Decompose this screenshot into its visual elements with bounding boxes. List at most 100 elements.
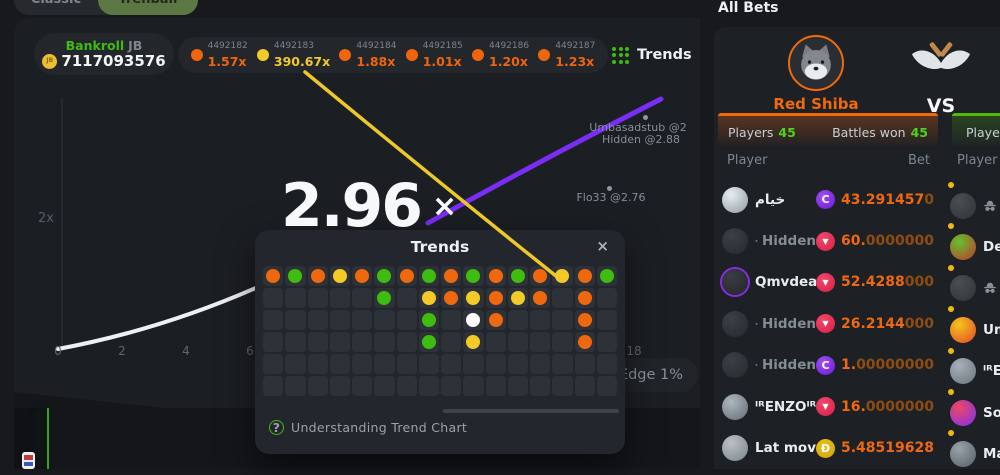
cashout-annotation: Hidden @2.88 [602,133,680,146]
trend-cell [463,332,483,352]
trend-cell [552,266,572,286]
bankroll-amount-row: JB 7117093576 [42,53,165,69]
trend-cell [308,310,328,330]
trend-cell [486,354,506,374]
trend-cell [419,376,439,396]
column-header-bet: Bet [864,153,930,168]
bet-row-left: Qmvdeaxtful▼52.4288000 [722,262,934,303]
player-name[interactable]: Mad [983,446,1000,462]
history-item[interactable]: 4492187 1.23x [538,41,595,70]
bet-rows: خيامC43.2914570HHidden▼60.0000000DevQmvd… [714,179,1000,469]
trend-cell [463,266,483,286]
tab-trenball[interactable]: Trenball [98,0,198,15]
trend-cell [508,310,528,330]
coin-icon-trx: ▼ [816,273,835,292]
close-icon[interactable]: × [596,239,609,254]
trend-cell [352,376,372,396]
trend-cell [419,288,439,308]
player-name[interactable]: Hidden [755,316,816,332]
trend-cell [330,310,350,330]
trend-cell [441,332,461,352]
coin-icon-trx: ▼ [816,232,835,251]
player-name[interactable]: ᴵᴿENZOᴵᴿ [755,399,816,415]
understanding-trend-link[interactable]: ? Understanding Trend Chart [269,420,467,435]
trend-cell [530,376,550,396]
trend-dot [377,291,391,305]
jb-coin-icon: JB [42,54,57,69]
trend-cell [552,288,572,308]
bet-row-left: Lat movieÐ5.48519628 [722,427,934,468]
trend-cell [530,266,550,286]
game-multiplier: 1.57x [208,54,247,69]
y-axis-label: 2x [38,211,54,226]
player-name[interactable]: Um [983,322,1000,338]
trend-cell [374,354,394,374]
player-name[interactable]: Hidden [755,357,816,373]
trend-dot [444,269,458,283]
status-dot [948,430,954,436]
avatar [722,352,748,378]
trend-cell [530,288,550,308]
trend-dot [489,313,503,327]
trend-dot [422,291,436,305]
trend-dot [422,313,436,327]
avatar [722,228,748,254]
player-name[interactable]: Hidden [755,233,816,249]
trend-dot [555,269,569,283]
player-name[interactable]: H [983,280,1000,296]
trend-cell [441,310,461,330]
trend-cell [597,288,617,308]
trend-cell [308,354,328,374]
trend-cell [597,376,617,396]
bet-amount: 5.48519628 [841,440,934,456]
trend-dot [578,313,592,327]
trend-cell [352,288,372,308]
trend-grid-scrollbar[interactable] [443,409,619,413]
trend-dot [311,269,325,283]
edge-label: Edge 1% [619,367,683,383]
bet-row: Lat movieÐ5.48519628 Mad [714,427,1000,468]
bet-amount: 1.00000000 [841,357,934,373]
trend-cell [552,376,572,396]
bet-row: Hidden▼26.2144000Um [714,303,1000,344]
trend-cell [597,266,617,286]
trend-cell [530,310,550,330]
trend-cell [463,376,483,396]
player-name[interactable]: Dev [983,239,1000,255]
trend-cell [552,332,572,352]
player-name[interactable]: خيام [755,192,785,208]
all-bets-title: All Bets [718,0,779,16]
coin-icon-c98: C [816,356,835,375]
player-name[interactable]: H [983,198,1000,214]
trend-dot [444,291,458,305]
bet-amount: 16.0000000 [841,399,934,415]
trend-cell [285,354,305,374]
trends-button[interactable]: Trends [612,37,692,73]
player-name[interactable]: Qmvdeaxtful [755,274,816,290]
tab-classic[interactable]: Classic [14,0,98,15]
result-dot [538,49,550,61]
trend-cell [575,376,595,396]
trend-dot [333,269,347,283]
game-multiplier: 1.23x [555,54,594,69]
trend-cell [308,288,328,308]
game-id: 4492187 [555,41,595,51]
player-name[interactable]: Soh [983,405,1000,421]
bet-row: Qmvdeaxtful▼52.4288000 H [714,262,1000,303]
player-name[interactable]: Lat movie [755,440,816,456]
player-name[interactable]: ᴵᴿEN [983,363,1000,379]
trend-cell [486,332,506,352]
x-axis-tick: 2 [118,344,126,358]
trend-cell [530,354,550,374]
trend-dot [578,335,592,349]
